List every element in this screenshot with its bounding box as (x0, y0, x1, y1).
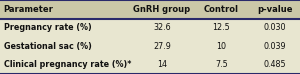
Text: 14: 14 (157, 60, 167, 69)
Bar (0, 0, 300, 18)
Text: 10: 10 (216, 42, 226, 51)
Text: Control: Control (204, 5, 239, 14)
Text: p-value: p-value (257, 5, 292, 14)
Text: 27.9: 27.9 (153, 42, 171, 51)
Bar (0, 37, 300, 56)
Text: 32.6: 32.6 (153, 23, 171, 32)
Bar (0, 18, 300, 37)
Text: GnRH group: GnRH group (134, 5, 190, 14)
Text: Clinical pregnancy rate (%)*: Clinical pregnancy rate (%)* (4, 60, 134, 69)
Text: 0.485: 0.485 (263, 60, 286, 69)
Text: Parameter: Parameter (4, 5, 53, 14)
Text: 7.5: 7.5 (215, 60, 228, 69)
Text: Pregnancy rate (%): Pregnancy rate (%) (4, 23, 91, 32)
Text: 0.039: 0.039 (263, 42, 286, 51)
Text: Gestational sac (%): Gestational sac (%) (4, 42, 91, 51)
Bar (0, 56, 300, 74)
Text: 0.030: 0.030 (263, 23, 286, 32)
Text: 12.5: 12.5 (212, 23, 230, 32)
